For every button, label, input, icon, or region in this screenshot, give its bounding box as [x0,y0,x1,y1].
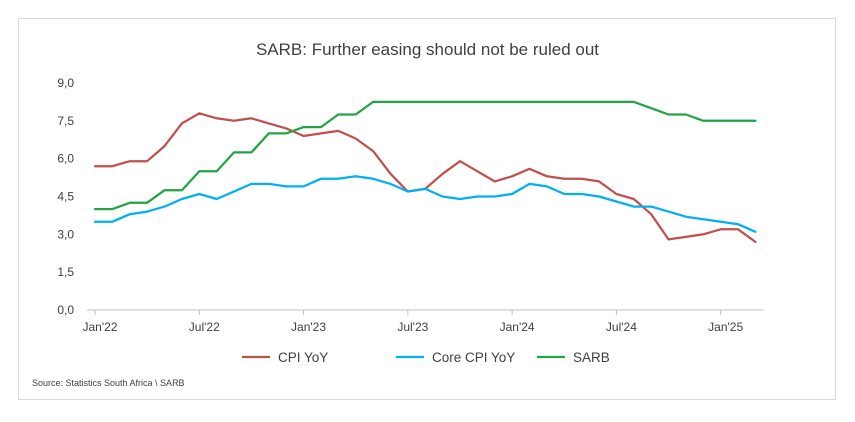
source-note: Source: Statistics South Africa \ SARB [32,378,185,388]
legend-label: CPI YoY [278,350,328,365]
y-tick-label: 1,5 [57,265,74,279]
x-tick-label: Jul'23 [397,320,428,334]
series-line-core-cpi-yoy [93,175,757,233]
y-tick-label: 9,0 [57,76,74,90]
series-line-sarb [93,100,757,211]
legend: CPI YoY Core CPI YoY SARB [242,350,610,365]
legend-label: SARB [573,350,610,365]
y-axis: 0,0 1,5 3,0 4,5 6,0 7,5 9,0 [57,76,74,317]
chart-title: SARB: Further easing should not be ruled… [255,40,600,59]
x-tick-label: Jan'25 [708,320,743,334]
y-tick-label: 7,5 [57,114,74,128]
y-tick-label: 6,0 [57,152,74,166]
series-lines [93,100,757,244]
x-tick-label: Jul'24 [606,320,637,334]
x-axis: Jan'22 Jul'22 Jan'23 Jul'23 Jan'24 Jul'24 Jan'… [83,309,764,334]
x-tick-label: Jul'22 [189,320,220,334]
x-tick-label: Jan'22 [83,320,118,334]
legend-label: Core CPI YoY [432,350,515,365]
y-tick-label: 3,0 [57,227,74,241]
y-tick-label: 4,5 [57,190,74,204]
y-tick-label: 0,0 [57,303,74,317]
x-tick-label: Jan'24 [500,320,535,334]
x-tick-label: Jan'23 [291,320,326,334]
